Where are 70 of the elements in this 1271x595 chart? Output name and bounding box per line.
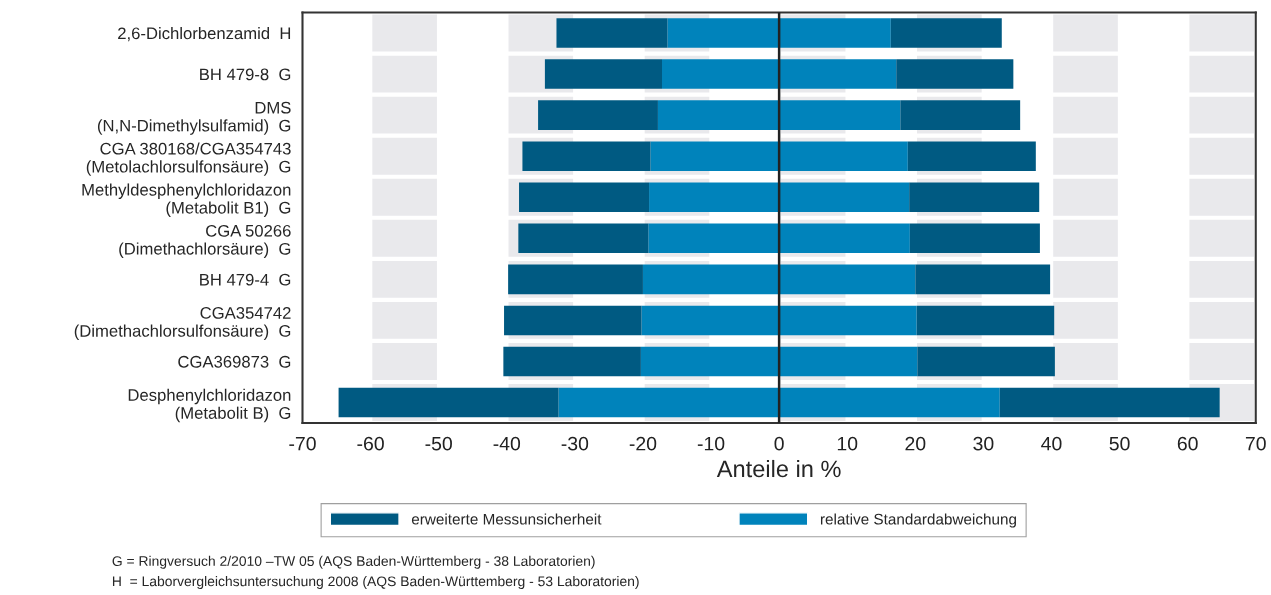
bar <box>916 305 1055 336</box>
y-tick-label: CGA369873 G <box>178 355 291 368</box>
bar <box>779 182 910 213</box>
x-tick-label: 70 <box>1245 436 1266 451</box>
x-tick-label: -30 <box>561 436 589 451</box>
bar <box>896 59 1014 89</box>
bar <box>640 346 780 377</box>
y-tick-label: CGA 380168/CGA354743 (Metolachlorsulfonsäure) G <box>86 142 291 176</box>
bar <box>779 18 891 48</box>
bar <box>518 223 649 254</box>
bar <box>779 100 901 130</box>
bar <box>915 264 1051 295</box>
bar <box>558 387 780 418</box>
bar <box>508 264 643 295</box>
x-tick-label: -50 <box>425 436 452 451</box>
x-tick-label: -10 <box>697 436 725 451</box>
y-tick-label: CGA354742 (Dimethachlorsulfonsäure) G <box>74 307 291 341</box>
bar <box>667 18 780 48</box>
bar <box>999 387 1220 418</box>
bar <box>544 59 663 89</box>
bar <box>779 264 916 295</box>
y-tick-label: Methyldesphenylchloridazon (Metabolit B1) G <box>82 183 291 217</box>
bar <box>503 346 641 377</box>
legend-label: erweiterte Messunsicherheit <box>411 513 602 525</box>
bar <box>779 223 910 254</box>
bar <box>556 18 668 48</box>
bar <box>504 305 642 336</box>
y-tick-label: BH 479-8 G <box>200 68 291 81</box>
x-tick-label: 10 <box>837 436 858 451</box>
x-tick-label: 0 <box>774 436 784 451</box>
bar <box>779 305 917 336</box>
bar <box>662 59 780 89</box>
bar <box>649 182 780 213</box>
y-tick-label: BH 479-4 G <box>200 273 291 286</box>
x-tick-label: 60 <box>1177 436 1198 451</box>
x-tick-label: -60 <box>357 436 384 451</box>
x-tick-label: -40 <box>493 436 521 451</box>
bar <box>522 141 651 171</box>
x-tick-label: 20 <box>905 436 926 451</box>
x-tick-label: 50 <box>1109 436 1130 451</box>
x-tick-label: -20 <box>629 436 657 451</box>
bar <box>650 141 780 171</box>
bar <box>779 387 1000 418</box>
bar <box>909 182 1040 213</box>
bar <box>648 223 780 254</box>
bar <box>657 100 780 130</box>
y-tick-label: DMS (N,N-Dimethylsulfamid) G <box>97 101 291 135</box>
x-tick-label: 30 <box>973 436 994 451</box>
text: G = Ringversuch 2/2010 –TW 05 (AQS Baden-Württemberg - 38 Laboratorien) <box>112 555 595 569</box>
bar <box>917 346 1055 377</box>
x-tick-label: 40 <box>1041 436 1062 451</box>
text: H = Laborvergleichsuntersuchung 2008 (AQS Baden-Württemberg - 53 Laboratorien) <box>112 576 639 589</box>
y-tick-label: CGA 50266 (Dimethachlorsäure) G <box>119 224 291 258</box>
bar <box>779 141 908 171</box>
bar <box>641 305 780 336</box>
y-tick-label: Desphenylchloridazon (Metabolit B) G <box>128 388 291 423</box>
bar <box>519 182 650 213</box>
bar <box>779 346 918 377</box>
bar <box>338 387 559 418</box>
bar <box>907 141 1036 171</box>
bar <box>779 59 897 89</box>
bar <box>642 264 780 295</box>
x-tick-label: -70 <box>289 436 316 451</box>
bar <box>890 18 1002 48</box>
x-axis-title: Anteile in % <box>716 459 841 478</box>
bar <box>900 100 1021 130</box>
bar <box>909 223 1040 254</box>
bar <box>538 100 658 130</box>
y-tick-label: 2,6-Dichlorbenzamid H <box>118 26 291 42</box>
legend-label: relative Standardabweichung <box>820 513 1016 528</box>
